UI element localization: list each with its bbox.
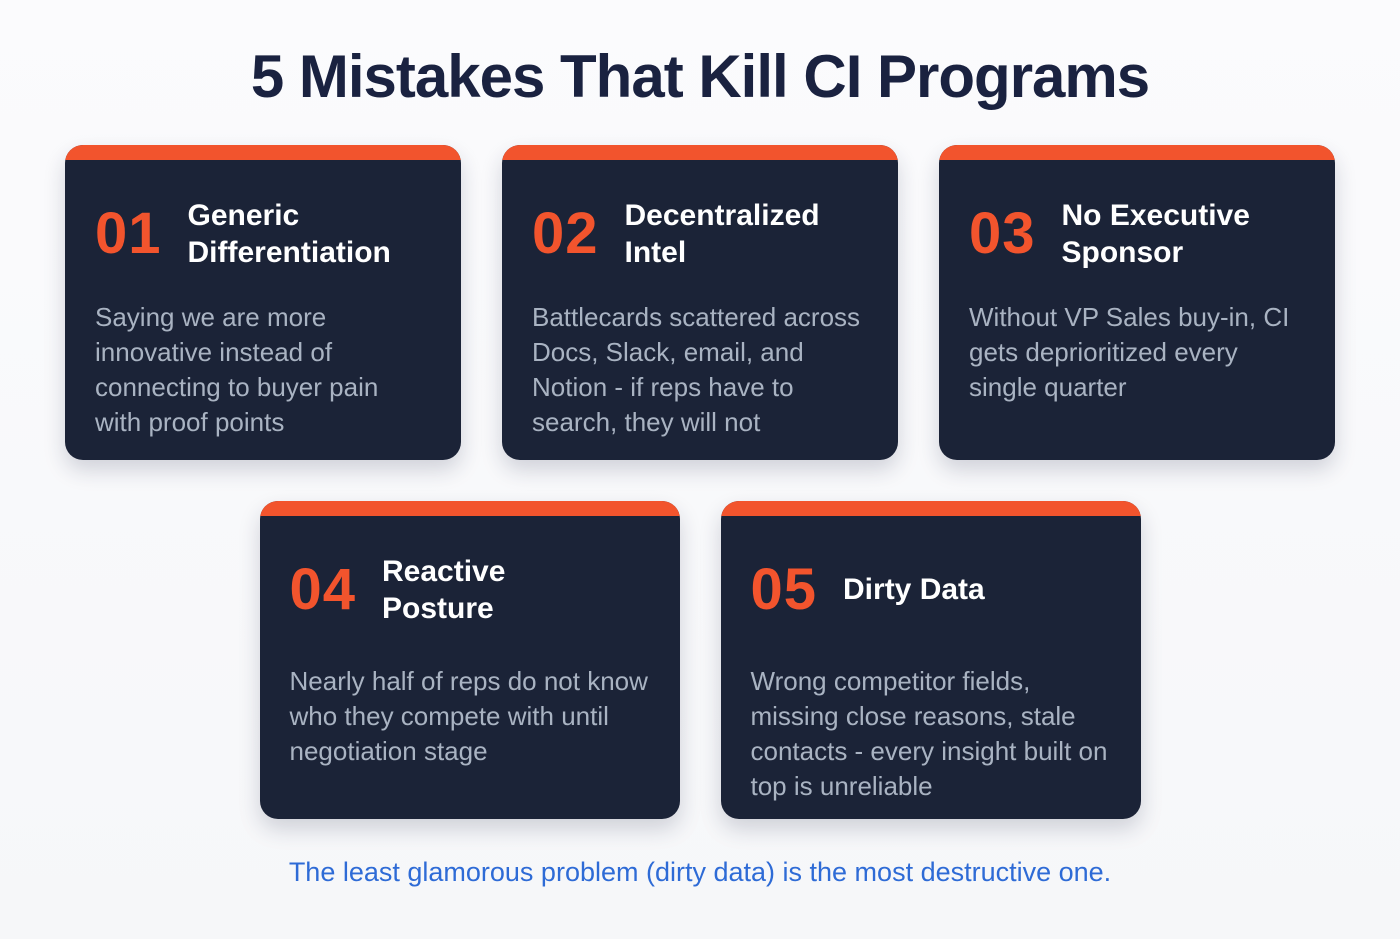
card-number: 03 — [969, 201, 1036, 266]
card-header: 02 Decentralized Intel — [532, 186, 868, 282]
card-title: No Executive Sponsor — [1061, 198, 1250, 270]
card-header: 01 Generic Differentiation — [95, 186, 431, 282]
card-accent-bar — [65, 145, 461, 160]
card-accent-bar — [720, 501, 1141, 516]
card-content: 02 Decentralized Intel Battlecards scatt… — [502, 160, 898, 460]
card-accent-bar — [502, 145, 898, 160]
card-body-text: Saying we are more innovative instead of… — [95, 302, 379, 438]
mistake-card-5: 05 Dirty Data Wrong competitor fields, m… — [720, 501, 1141, 819]
mistake-card-1: 01 Generic Differentiation Saying we are… — [65, 145, 461, 460]
card-title: Dirty Data — [843, 573, 985, 607]
card-title: Reactive Posture — [382, 554, 506, 626]
card-content: 05 Dirty Data Wrong competitor fields, m… — [721, 516, 1141, 819]
footer-note: The least glamorous problem (dirty data)… — [288, 857, 1112, 887]
card-header: 03 No Executive Sponsor — [969, 186, 1305, 282]
mistake-card-2: 02 Decentralized Intel Battlecards scatt… — [502, 145, 898, 460]
card-number: 05 — [750, 557, 818, 622]
card-title: Generic Differentiation — [187, 198, 391, 270]
card-body-text: Without VP Sales buy-in, CI gets deprior… — [969, 302, 1290, 403]
mistake-card-3: 03 No Executive Sponsor Without VP Sales… — [939, 145, 1335, 460]
card-accent-bar — [259, 501, 680, 516]
card-header: 04 Reactive Posture — [290, 542, 650, 638]
card-number: 01 — [95, 201, 162, 266]
card-body-text: Battlecards scattered across Docs, Slack… — [532, 302, 861, 438]
card-content: 03 No Executive Sponsor Without VP Sales… — [939, 160, 1335, 460]
card-number: 04 — [289, 557, 357, 622]
card-body-text: Wrong competitor fields, missing close r… — [750, 666, 1108, 802]
card-title: Decentralized Intel — [624, 198, 820, 270]
card-body-text: Nearly half of reps do not know who they… — [289, 666, 648, 767]
card-header: 05 Dirty Data — [751, 542, 1111, 638]
cards-row-bottom: 04 Reactive Posture Nearly half of reps … — [0, 501, 1400, 819]
card-accent-bar — [939, 145, 1335, 160]
card-content: 04 Reactive Posture Nearly half of reps … — [260, 516, 680, 819]
card-number: 02 — [532, 201, 599, 266]
page-title: 5 Mistakes That Kill CI Programs — [250, 43, 1150, 110]
card-content: 01 Generic Differentiation Saying we are… — [65, 160, 461, 460]
mistake-card-4: 04 Reactive Posture Nearly half of reps … — [259, 501, 680, 819]
cards-row-top: 01 Generic Differentiation Saying we are… — [0, 145, 1400, 460]
